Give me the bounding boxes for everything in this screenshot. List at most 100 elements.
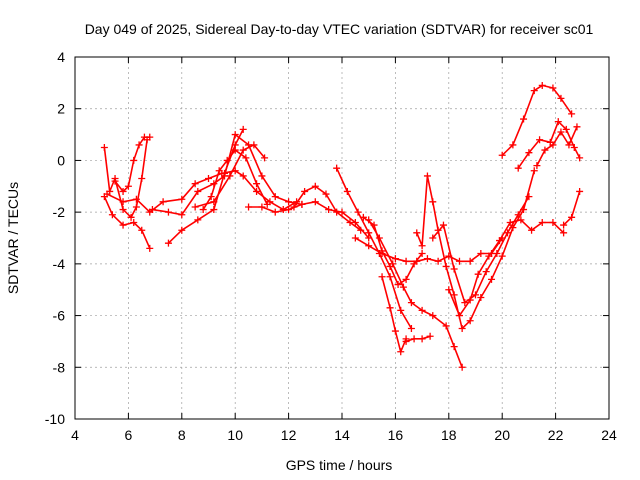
data-point: [351, 234, 359, 242]
series-line: [415, 170, 536, 330]
series-line: [114, 136, 151, 193]
data-point: [466, 257, 474, 265]
data-point: [239, 146, 247, 154]
data-point: [333, 164, 341, 172]
y-tick-label: -10: [45, 411, 65, 427]
data-point: [100, 144, 108, 151]
data-point: [365, 242, 373, 250]
data-point: [127, 213, 135, 221]
data-point: [258, 172, 266, 180]
data-point: [538, 218, 546, 226]
data-point: [146, 244, 154, 252]
x-tick-label: 22: [548, 427, 564, 443]
series-track-23: [560, 187, 584, 229]
data-point: [245, 203, 253, 211]
data-point: [132, 195, 140, 203]
data-point: [418, 335, 426, 343]
y-tick-label: -2: [53, 204, 66, 220]
series-track-2: [100, 193, 154, 252]
x-tick-label: 24: [601, 427, 617, 443]
data-point: [496, 237, 504, 245]
data-point: [533, 162, 541, 170]
data-point: [498, 252, 506, 260]
data-point: [514, 164, 522, 172]
data-point: [333, 208, 341, 216]
data-point: [418, 306, 426, 314]
data-point: [525, 149, 533, 157]
data-point: [458, 363, 466, 371]
data-point: [536, 136, 544, 144]
data-point: [191, 180, 199, 188]
series-line: [405, 335, 431, 343]
series-line: [103, 195, 151, 250]
x-axis-label: GPS time / hours: [286, 457, 393, 473]
data-point: [130, 218, 138, 226]
series-line: [247, 201, 370, 239]
y-tick-label: -4: [53, 256, 66, 272]
data-point: [455, 257, 463, 265]
series-line: [536, 126, 578, 167]
data-point: [568, 213, 576, 221]
series-line: [501, 84, 573, 157]
data-point: [322, 190, 330, 198]
x-tick-label: 6: [125, 427, 133, 443]
data-point: [434, 257, 442, 265]
data-point: [119, 206, 127, 214]
data-point: [413, 229, 421, 237]
data-point: [119, 221, 127, 229]
data-point: [138, 226, 146, 234]
data-point: [226, 172, 234, 180]
data-point: [458, 325, 466, 332]
data-point: [407, 325, 415, 332]
x-tick-label: 12: [281, 427, 297, 443]
data-point: [517, 216, 525, 224]
data-point: [263, 200, 271, 208]
data-point: [207, 193, 215, 201]
data-point: [135, 141, 143, 149]
data-point: [146, 133, 154, 141]
data-point: [178, 195, 186, 203]
data-point: [528, 226, 536, 234]
data-point: [461, 299, 469, 307]
x-tick-label: 4: [71, 427, 79, 443]
data-point: [407, 299, 415, 307]
data-point: [560, 221, 568, 229]
data-point: [343, 187, 351, 195]
data-point: [164, 239, 172, 247]
series-track-7: [164, 125, 247, 247]
data-point: [271, 193, 279, 201]
y-axis-label: SDTVAR / TECUs: [5, 182, 21, 294]
series-line: [202, 149, 269, 211]
data-point: [530, 167, 538, 175]
data-point: [445, 286, 453, 294]
chart-title: Day 049 of 2025, Sidereal Day-to-day VTE…: [85, 21, 594, 37]
data-point: [130, 156, 138, 164]
y-tick-label: 2: [57, 101, 65, 117]
data-point: [210, 198, 218, 206]
data-point: [194, 187, 202, 195]
series-line: [335, 167, 413, 330]
x-tick-label: 8: [178, 427, 186, 443]
data-point: [301, 187, 309, 195]
data-point: [250, 141, 258, 149]
data-point: [178, 226, 186, 234]
data-point: [290, 203, 298, 211]
data-point: [261, 154, 269, 162]
data-point: [357, 226, 365, 234]
data-point: [557, 94, 565, 102]
data-point: [573, 123, 581, 131]
series-track-16: [351, 234, 506, 265]
series-track-4: [103, 167, 301, 216]
data-point: [498, 151, 506, 159]
data-point: [450, 265, 458, 273]
data-point: [426, 332, 434, 340]
data-point: [325, 206, 333, 214]
series-line: [194, 144, 266, 208]
data-point: [391, 255, 399, 263]
data-point: [402, 275, 410, 283]
data-point: [178, 211, 186, 219]
data-point: [215, 167, 223, 175]
data-point: [271, 208, 279, 216]
data-point: [442, 262, 450, 270]
